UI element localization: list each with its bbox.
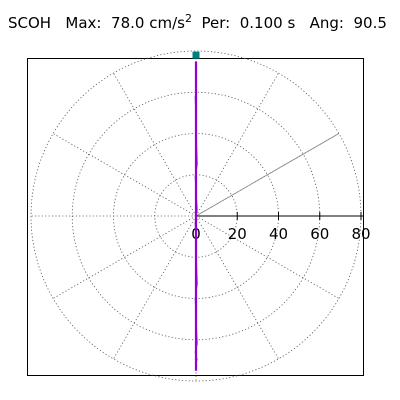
grid-spoke-150: [52, 133, 197, 217]
series-trace-segment: [194, 343, 198, 353]
grid-spoke-330: [195, 215, 340, 299]
max-marker: [192, 51, 200, 59]
grid-spoke-210: [52, 215, 197, 299]
series-trace: [192, 51, 200, 371]
radial-tick-label-60: 60: [310, 225, 329, 243]
grid-spoke-120: [113, 72, 197, 217]
series-trace-segment: [194, 352, 198, 361]
series-trace-segment: [194, 96, 198, 165]
series-trace-segment: [194, 222, 198, 285]
grid-spoke-240: [113, 215, 197, 360]
series-trace-segment: [194, 283, 198, 299]
max-unit-exponent: 2: [184, 12, 192, 25]
radial-tick-label-80: 80: [351, 225, 370, 243]
station-name: SCOH: [8, 14, 52, 32]
grid-spoke-60: [195, 72, 279, 217]
angle-value: 90.5: [353, 14, 387, 32]
max-value: 78.0: [111, 14, 145, 32]
max-label: Max:: [65, 14, 102, 32]
series-trace-segment: [194, 209, 198, 223]
series-trace-segment: [194, 176, 198, 210]
series-trace-segment: [194, 298, 198, 344]
series-trace-segment: [194, 164, 198, 177]
radial-tick-label-20: 20: [228, 225, 247, 243]
angle-label: Ang:: [309, 14, 344, 32]
radial-tick-label-40: 40: [269, 225, 288, 243]
radial-axis: 020406080: [191, 212, 371, 243]
max-unit: cm/s: [149, 14, 185, 32]
reference-line: [195, 133, 340, 217]
chart-header: SCOH Max: 78.0 cm/s2 Per: 0.100 s Ang: 9…: [8, 12, 387, 32]
period-value: 0.100 s: [239, 14, 296, 32]
period-label: Per:: [201, 14, 231, 32]
grid-spoke-300: [195, 215, 279, 360]
